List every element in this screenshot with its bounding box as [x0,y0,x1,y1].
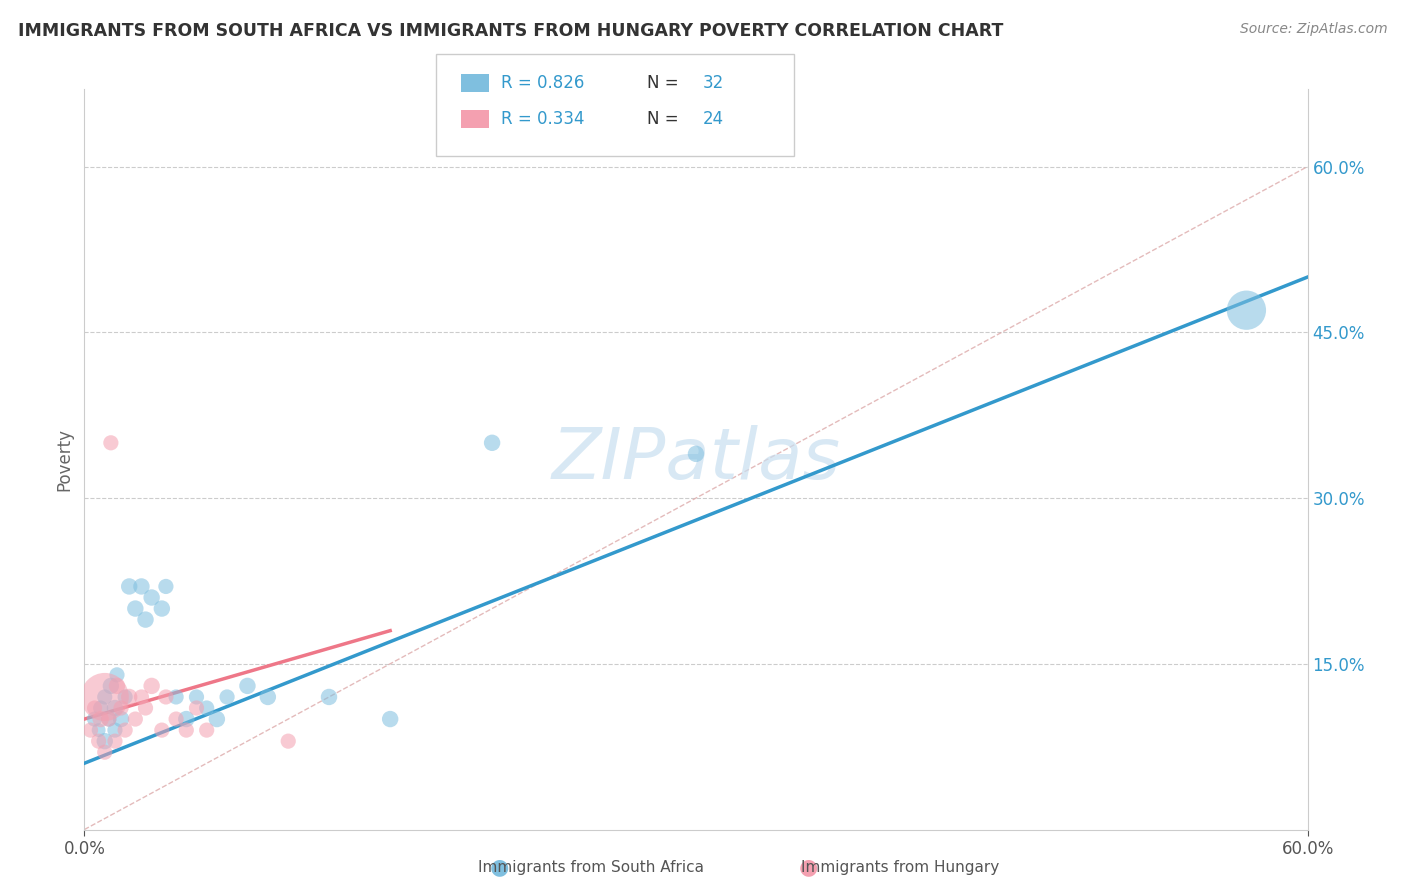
Point [124,712,146,726]
Point [90,712,112,726]
Text: IMMIGRANTS FROM SOUTH AFRICA VS IMMIGRANTS FROM HUNGARY POVERTY CORRELATION CHAR: IMMIGRANTS FROM SOUTH AFRICA VS IMMIGRAN… [18,22,1004,40]
Text: N =: N = [647,110,678,128]
Text: R = 0.826: R = 0.826 [501,74,583,92]
Point [205,712,228,726]
Point [217,690,239,704]
Text: 32: 32 [703,74,724,92]
Text: R = 0.334: R = 0.334 [501,110,583,128]
Point [318,690,340,704]
Point [118,579,141,593]
Point [110,712,132,726]
Point [131,579,153,593]
Point [97,712,120,726]
Point [155,690,177,704]
Point [100,679,122,693]
Point [93,745,115,759]
Text: ●: ● [799,857,818,877]
Point [114,723,136,738]
Point [150,723,173,738]
Y-axis label: Poverty: Poverty [55,428,73,491]
Point [186,701,208,715]
Point [93,690,115,704]
Point [195,701,218,715]
Text: Immigrants from Hungary: Immigrants from Hungary [800,860,1000,874]
Point [165,712,187,726]
Point [135,613,157,627]
Point [174,723,197,738]
Point [1236,303,1258,318]
Point [104,734,127,748]
Point [155,579,177,593]
Point [481,435,503,450]
Point [186,690,208,704]
Point [141,679,163,693]
Point [104,723,127,738]
Point [100,435,122,450]
Point [90,701,112,715]
Point [87,734,110,748]
Point [97,712,120,726]
Point [124,601,146,615]
Point [110,701,132,715]
Point [174,712,197,726]
Point [83,712,105,726]
Point [114,690,136,704]
Text: ZIPatlas: ZIPatlas [551,425,841,494]
Point [685,447,707,461]
Point [93,690,115,704]
Point [195,723,218,738]
Point [105,668,128,682]
Point [277,734,299,748]
Point [141,591,163,605]
Point [104,701,127,715]
Point [83,701,105,715]
Text: Immigrants from South Africa: Immigrants from South Africa [478,860,703,874]
Point [257,690,280,704]
Point [105,679,128,693]
Text: ●: ● [489,857,509,877]
Point [135,701,157,715]
Point [93,734,115,748]
Text: N =: N = [647,74,678,92]
Text: Source: ZipAtlas.com: Source: ZipAtlas.com [1240,22,1388,37]
Point [87,723,110,738]
Point [380,712,402,726]
Point [79,723,101,738]
Point [165,690,187,704]
Point [236,679,259,693]
Point [118,690,141,704]
Point [131,690,153,704]
Point [150,601,173,615]
Text: 24: 24 [703,110,724,128]
